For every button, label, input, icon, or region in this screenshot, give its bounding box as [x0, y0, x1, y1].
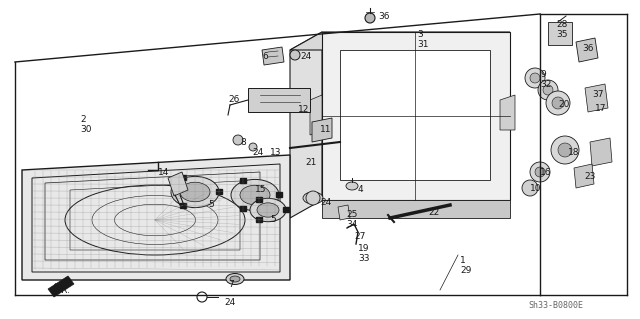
Bar	[180, 203, 186, 208]
Polygon shape	[290, 32, 510, 50]
Polygon shape	[590, 138, 612, 166]
Text: 19: 19	[358, 244, 369, 253]
Polygon shape	[22, 155, 290, 280]
Text: 2: 2	[80, 115, 86, 124]
Circle shape	[525, 68, 545, 88]
Circle shape	[558, 143, 572, 157]
Text: 18: 18	[568, 148, 579, 157]
Polygon shape	[576, 38, 598, 62]
Polygon shape	[338, 205, 350, 220]
Text: 22: 22	[428, 208, 439, 217]
Polygon shape	[574, 164, 594, 188]
Bar	[276, 192, 282, 197]
Text: 24: 24	[320, 198, 332, 207]
Circle shape	[546, 91, 570, 115]
Text: 27: 27	[354, 232, 365, 241]
Text: 21: 21	[305, 158, 316, 167]
Text: 35: 35	[556, 30, 568, 39]
Ellipse shape	[171, 176, 219, 208]
Circle shape	[535, 167, 545, 177]
Ellipse shape	[226, 273, 244, 285]
Polygon shape	[310, 95, 322, 135]
Polygon shape	[290, 32, 322, 218]
Text: 20: 20	[558, 100, 570, 109]
Ellipse shape	[230, 276, 240, 282]
Polygon shape	[262, 47, 284, 65]
Ellipse shape	[346, 182, 358, 190]
Text: 28: 28	[556, 20, 568, 29]
Circle shape	[290, 50, 300, 60]
Text: 36: 36	[582, 44, 593, 53]
Bar	[180, 175, 186, 181]
Polygon shape	[322, 200, 510, 218]
Text: 13: 13	[270, 148, 282, 157]
Text: 24: 24	[224, 298, 236, 307]
Text: 15: 15	[255, 185, 266, 194]
Text: 24: 24	[300, 52, 311, 61]
Ellipse shape	[303, 192, 323, 204]
Polygon shape	[248, 88, 310, 112]
Text: 32: 32	[540, 80, 552, 89]
Ellipse shape	[180, 182, 210, 202]
Circle shape	[522, 180, 538, 196]
Text: 26: 26	[228, 95, 239, 104]
Text: 4: 4	[358, 185, 364, 194]
Text: 36: 36	[378, 12, 390, 21]
Polygon shape	[168, 172, 188, 196]
Circle shape	[530, 73, 540, 83]
Text: 24: 24	[252, 148, 263, 157]
Text: 5: 5	[208, 200, 214, 209]
Text: 30: 30	[80, 125, 92, 134]
Polygon shape	[312, 118, 332, 142]
Text: 23: 23	[584, 172, 595, 181]
Text: Sh33-B0800E: Sh33-B0800E	[528, 301, 583, 310]
Text: 1: 1	[460, 256, 466, 265]
Bar	[256, 197, 262, 202]
Text: 33: 33	[358, 254, 369, 263]
Ellipse shape	[231, 179, 279, 211]
Circle shape	[530, 162, 550, 182]
Text: 34: 34	[346, 220, 357, 229]
Polygon shape	[48, 276, 74, 297]
Bar	[240, 205, 246, 211]
Polygon shape	[322, 32, 510, 200]
Polygon shape	[340, 50, 490, 180]
Text: 7: 7	[228, 280, 234, 289]
Text: 3: 3	[417, 30, 423, 39]
Text: 6: 6	[262, 52, 268, 61]
Text: 31: 31	[417, 40, 429, 49]
Bar	[240, 179, 246, 183]
Text: 29: 29	[460, 266, 472, 275]
Ellipse shape	[240, 185, 270, 205]
Polygon shape	[500, 95, 515, 130]
Bar	[216, 189, 222, 194]
Text: 5: 5	[270, 215, 276, 224]
Text: 12: 12	[298, 105, 309, 114]
Ellipse shape	[257, 203, 279, 217]
Text: 25: 25	[346, 210, 357, 219]
Bar	[283, 207, 289, 212]
Text: 9: 9	[540, 70, 546, 79]
Text: 10: 10	[530, 184, 541, 193]
Circle shape	[249, 143, 257, 151]
Text: 8: 8	[240, 138, 246, 147]
Circle shape	[551, 136, 579, 164]
Text: 16: 16	[540, 168, 552, 177]
Bar	[256, 217, 262, 222]
Circle shape	[306, 191, 320, 205]
Polygon shape	[548, 22, 572, 45]
Polygon shape	[585, 84, 608, 112]
Circle shape	[365, 13, 375, 23]
Text: 37: 37	[592, 90, 604, 99]
Circle shape	[233, 135, 243, 145]
Circle shape	[552, 97, 564, 109]
Text: 14: 14	[158, 168, 170, 177]
Text: FR.: FR.	[56, 286, 70, 295]
Text: 11: 11	[320, 125, 332, 134]
Circle shape	[543, 85, 553, 95]
Circle shape	[538, 80, 558, 100]
Text: 17: 17	[595, 104, 607, 113]
Ellipse shape	[250, 198, 286, 222]
